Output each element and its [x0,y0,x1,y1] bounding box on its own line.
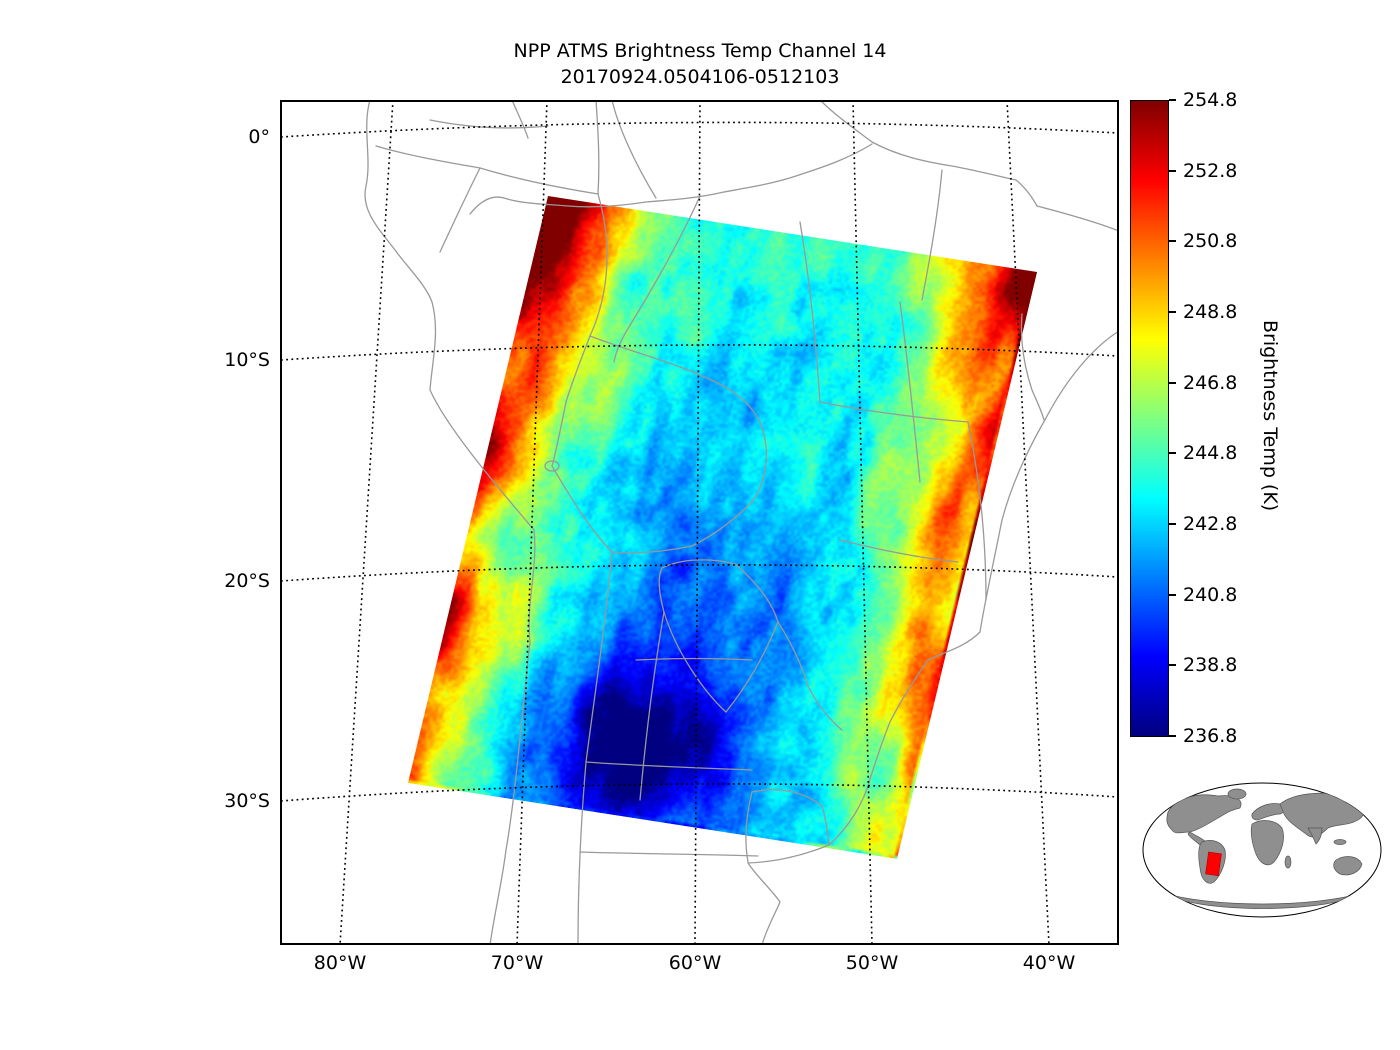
colorbar-tick-mark [1169,381,1176,384]
border-brazil-state-5 [839,539,959,563]
border-argentina-prov-1 [585,761,753,771]
colorbar-tick-mark [1169,664,1176,667]
border-argentina-prov-3 [635,657,753,661]
parallel-0deg [280,121,1119,138]
continent-indonesia [1333,839,1347,845]
meridian-80w [339,100,394,945]
colorbar-tick-label: 248.8 [1183,301,1238,323]
continent-madagascar [1284,855,1292,869]
colorbar-tick-label: 252.8 [1183,159,1238,182]
coastline-north-brazil [819,100,1119,232]
colorbar-tick-mark [1169,311,1176,313]
map-plot-area [280,100,1119,945]
border-paraguay-argentina-s [725,621,779,713]
border-argentina-prov-2 [579,851,759,857]
river-madeira [613,195,701,363]
map-frame [280,100,1119,945]
border-brazil-state-4 [967,421,987,601]
continent-india [1307,827,1323,845]
colorbar-tick-label: 240.8 [1183,583,1238,606]
river-amazon [469,143,873,215]
river-negro [611,100,657,199]
coastlines-borders [364,100,1119,945]
swath-coverage-highlight [1205,851,1222,877]
border-bolivia-brazil-n [589,335,761,423]
border-argentina-prov-4 [639,611,665,801]
parallel-10s [280,344,1119,361]
border-brazil-state-1 [799,221,821,403]
border-uruguay-north [751,789,823,807]
border-ecuador-peru [439,167,481,253]
border-colombia-brazil [595,100,600,195]
longitude-tick-label: 40°W [1022,952,1076,974]
latitude-tick-label: 20°S [224,570,270,592]
meridian-50w [852,100,873,945]
border-colombia-peru [479,167,599,195]
continent-north-america [1166,794,1242,834]
longitude-tick-label: 80°W [313,952,367,974]
border-peru-brazil [565,193,608,403]
river-sao-francisco [1020,313,1045,421]
colorbar-tick-mark [1169,240,1176,243]
border-colombia-1 [429,119,549,129]
longitude-tick-label: 70°W [490,952,544,974]
border-bolivia-argentina [611,545,693,554]
continent-europe [1251,803,1285,821]
latitude-tick-label: 0° [248,126,270,148]
lake-titicaca [544,460,560,472]
border-bolivia-paraguay [691,501,753,547]
inset-globe [1142,782,1382,918]
border-uruguay-west [745,791,753,863]
coastline-east-brazil [747,330,1119,945]
parallel-20s [280,564,1119,582]
chart-subtitle: 20170924.0504106-0512103 [560,66,840,88]
colorbar-tick-mark [1169,99,1176,101]
border-bolivia-brazil-e [751,421,768,503]
latitude-tick-label: 30°S [224,790,270,812]
colorbar-tick-mark [1169,523,1176,525]
colorbar-tick-label: 254.8 [1183,89,1238,111]
longitude-tick-label: 60°W [668,952,722,974]
colorbar-tick-mark [1169,593,1176,596]
colorbar-tick-label: 236.8 [1183,725,1238,747]
meridian-60w [694,100,701,945]
colorbar-tick-label: 244.8 [1183,442,1238,465]
longitude-tick-label: 50°W [845,952,899,974]
border-argentina-brazil [777,621,843,731]
colorbar [1130,100,1169,737]
colorbar-tick-mark [1169,735,1176,737]
continent-australia [1333,856,1363,876]
border-ecuador-colombia [375,145,481,169]
border-bolivia-chile [551,465,613,553]
meridian-40w [1006,100,1050,945]
continent-africa [1250,820,1284,866]
coastline-pacific [364,100,536,945]
border-paraguay-east [734,563,779,623]
colorbar-tick-label: 250.8 [1183,230,1238,253]
globe-continents [1159,788,1366,909]
border-brazil-state-3 [899,301,921,483]
border-colombia-2 [511,100,529,139]
colorbar-tick-label: 246.8 [1183,371,1238,394]
graticule [280,100,1119,945]
map-linework [280,100,1119,945]
colorbar-tick-label: 242.8 [1183,513,1238,535]
parallel-30s [280,783,1119,802]
border-peru-bolivia [551,401,567,467]
chart-title: NPP ATMS Brightness Temp Channel 14 [513,40,887,62]
colorbar-tick-mark [1169,452,1176,455]
border-chile-argentina [577,551,613,945]
colorbar-axis-label: Brightness Temp (K) [1259,320,1281,512]
colorbar-tick-label: 238.8 [1183,654,1238,677]
latitude-tick-label: 10°S [224,349,270,371]
river-tocantins [921,169,943,301]
colorbar-tick-mark [1169,169,1176,172]
border-uruguay-coast [821,805,830,846]
continent-greenland [1227,788,1247,800]
border-brazil-state-2 [819,401,969,423]
meridian-70w [516,100,548,945]
